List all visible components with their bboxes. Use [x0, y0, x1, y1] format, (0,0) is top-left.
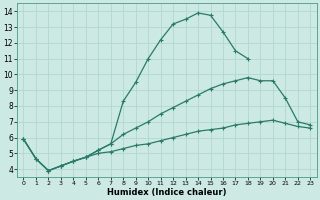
X-axis label: Humidex (Indice chaleur): Humidex (Indice chaleur) [107, 188, 227, 197]
